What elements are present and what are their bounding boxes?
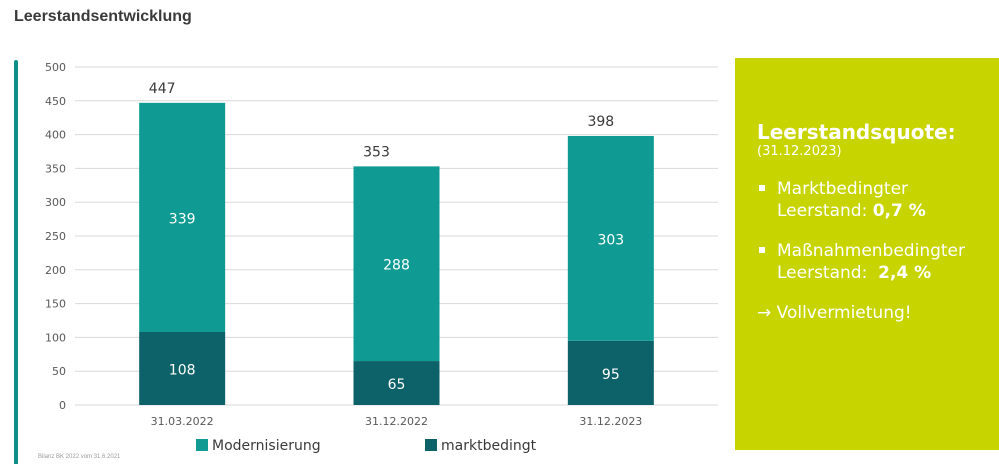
y-tick-label: 450	[45, 95, 66, 108]
leerstand-bar-chart: 0 50 100 150 200 250 300 350 400 450 500 108 339 447 3…	[45, 61, 718, 454]
legend-swatch	[196, 439, 208, 451]
x-tick-label: 31.12.2023	[579, 415, 642, 428]
x-tick-label: 31.12.2022	[365, 415, 428, 428]
data-label-marktbedingt: 95	[602, 367, 620, 383]
bar-modernisierung	[353, 166, 440, 362]
y-tick-label: 200	[45, 264, 66, 277]
legend-label: marktbedingt	[441, 438, 537, 454]
page-title: Leerstandsentwicklung	[14, 8, 192, 25]
total-label: 353	[363, 144, 390, 160]
y-tick-label: 300	[45, 196, 66, 209]
accent-bar	[14, 60, 18, 464]
info-item-label: Maßnahmenbedingter	[777, 241, 965, 261]
square-bullet-icon	[759, 247, 765, 253]
y-tick-label: 50	[52, 365, 66, 378]
info-list: Marktbedingter Leerstand: 0,7 % Maßnahme…	[757, 178, 999, 284]
info-item-prefix: Leerstand:	[777, 263, 879, 283]
data-label-marktbedingt: 65	[388, 377, 406, 393]
info-title: Leerstandsquote:	[757, 120, 956, 144]
data-label-marktbedingt: 108	[169, 362, 196, 378]
info-item-massnahmenbedingt: Maßnahmenbedingter Leerstand: 2,4 %	[757, 240, 999, 284]
total-label: 398	[587, 114, 614, 130]
bar-marktbedingt	[353, 361, 440, 405]
bar-marktbedingt	[139, 331, 226, 405]
y-tick-label: 100	[45, 331, 66, 344]
footnote: Bilanz BK 2022 vom 31.6.2021	[38, 454, 121, 460]
y-tick-label: 150	[45, 298, 66, 311]
x-tick-label: 31.03.2022	[151, 415, 214, 428]
bar-modernisierung	[139, 102, 226, 332]
info-item-label: Marktbedingter	[777, 179, 909, 199]
leerstandsquote-panel: Leerstandsquote: (31.12.2023) Marktbedin…	[735, 58, 999, 450]
legend-label: Modernisierung	[212, 438, 321, 454]
total-label: 447	[149, 81, 176, 97]
y-tick-label: 250	[45, 230, 66, 243]
conclusion-text: → Vollvermietung!	[757, 303, 912, 323]
data-label-modernisierung: 288	[383, 258, 410, 274]
data-label-modernisierung: 339	[169, 211, 196, 227]
y-tick-label: 350	[45, 162, 66, 175]
y-tick-label: 0	[59, 399, 66, 412]
info-item-value: 0,7 %	[872, 201, 926, 221]
y-tick-label: 400	[45, 129, 66, 142]
info-item-value: 2,4 %	[878, 263, 932, 283]
data-label-modernisierung: 303	[597, 232, 624, 248]
legend-swatch	[425, 439, 437, 451]
bar-marktbedingt	[567, 340, 654, 405]
bar-modernisierung	[567, 135, 654, 341]
info-item-marktbedingt: Marktbedingter Leerstand: 0,7 %	[757, 178, 999, 222]
square-bullet-icon	[759, 185, 765, 191]
y-tick-label: 500	[45, 61, 66, 74]
info-date: (31.12.2023)	[757, 144, 842, 159]
info-item-prefix: Leerstand:	[777, 201, 873, 221]
